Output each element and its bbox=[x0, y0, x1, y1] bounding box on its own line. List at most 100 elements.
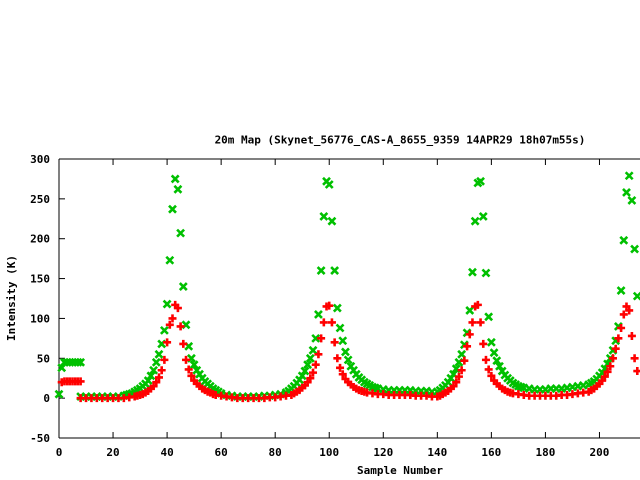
data-point bbox=[300, 366, 310, 376]
data-point bbox=[617, 323, 626, 332]
data-point bbox=[163, 338, 172, 347]
data-point bbox=[630, 244, 640, 254]
data-point bbox=[622, 188, 631, 197]
data-point bbox=[484, 365, 493, 374]
data-point bbox=[314, 350, 323, 359]
data-point bbox=[619, 235, 629, 245]
data-point bbox=[332, 303, 342, 313]
series-0 bbox=[54, 171, 640, 401]
data-point bbox=[632, 291, 640, 301]
data-point bbox=[481, 268, 491, 278]
data-point bbox=[333, 354, 342, 363]
data-point bbox=[327, 318, 336, 327]
data-point bbox=[305, 353, 315, 363]
data-point bbox=[486, 337, 496, 347]
x-tick-label: 20 bbox=[106, 446, 119, 459]
data-point bbox=[343, 355, 353, 365]
data-point bbox=[600, 372, 609, 381]
data-point bbox=[176, 322, 185, 331]
x-tick-label: 160 bbox=[481, 446, 501, 459]
data-point bbox=[187, 371, 196, 380]
series-1 bbox=[57, 300, 640, 403]
data-point bbox=[489, 348, 499, 358]
data-point bbox=[314, 310, 323, 319]
data-point bbox=[633, 367, 640, 376]
data-point bbox=[173, 304, 182, 313]
data-point bbox=[143, 376, 153, 386]
data-point bbox=[627, 331, 636, 340]
data-point bbox=[162, 299, 172, 309]
data-point bbox=[316, 266, 326, 276]
data-point bbox=[470, 216, 480, 226]
data-point bbox=[168, 204, 177, 214]
data-point bbox=[606, 362, 615, 371]
data-point bbox=[319, 318, 328, 327]
data-point bbox=[159, 325, 169, 335]
data-point bbox=[176, 228, 186, 238]
data-point bbox=[309, 368, 318, 377]
data-point bbox=[165, 255, 175, 265]
data-point bbox=[173, 184, 183, 194]
data-point bbox=[630, 354, 639, 363]
data-point bbox=[616, 286, 626, 295]
data-point bbox=[178, 282, 188, 291]
data-point bbox=[495, 361, 504, 371]
data-point bbox=[473, 300, 482, 309]
data-point bbox=[160, 355, 169, 364]
x-axis-label: Sample Number bbox=[357, 464, 443, 477]
data-point bbox=[76, 377, 85, 386]
data-point bbox=[468, 267, 477, 277]
data-point bbox=[476, 176, 485, 186]
data-series bbox=[54, 171, 640, 403]
data-point bbox=[603, 367, 612, 376]
data-point bbox=[611, 344, 620, 353]
x-tick-label: 0 bbox=[56, 446, 63, 459]
data-point bbox=[154, 373, 163, 382]
data-point bbox=[624, 171, 634, 181]
data-point bbox=[452, 378, 461, 387]
data-point bbox=[479, 339, 488, 348]
data-point bbox=[151, 357, 161, 367]
data-point bbox=[463, 342, 472, 351]
data-point bbox=[468, 318, 477, 327]
data-point bbox=[308, 345, 318, 355]
y-tick-label: 250 bbox=[30, 193, 50, 206]
data-point bbox=[330, 266, 340, 276]
data-point bbox=[465, 306, 475, 315]
data-point bbox=[152, 378, 161, 387]
y-tick-label: 150 bbox=[30, 273, 50, 286]
data-point bbox=[460, 356, 469, 365]
data-point bbox=[179, 339, 188, 348]
data-point bbox=[338, 370, 347, 379]
y-tick-label: 50 bbox=[37, 352, 50, 365]
y-tick-label: -50 bbox=[30, 432, 50, 445]
data-point bbox=[297, 371, 307, 381]
chart-title: 20m Map (Skynet_56776_CAS-A_8655_9359 14… bbox=[215, 134, 586, 147]
y-tick-label: 200 bbox=[30, 233, 50, 246]
x-tick-label: 80 bbox=[269, 446, 282, 459]
data-point bbox=[165, 320, 174, 329]
data-point bbox=[325, 301, 334, 310]
data-point bbox=[170, 174, 180, 184]
data-point bbox=[478, 211, 488, 221]
data-point bbox=[54, 389, 64, 399]
data-point bbox=[149, 365, 159, 375]
data-point bbox=[146, 371, 156, 381]
data-point bbox=[465, 330, 474, 339]
data-point bbox=[487, 371, 496, 380]
data-point bbox=[306, 374, 315, 383]
data-point bbox=[157, 366, 166, 375]
data-point bbox=[457, 349, 467, 359]
y-tick-label: 100 bbox=[30, 312, 50, 325]
data-point bbox=[311, 333, 321, 343]
data-point bbox=[492, 356, 502, 366]
data-point bbox=[619, 310, 628, 319]
data-point bbox=[454, 372, 463, 381]
data-point bbox=[303, 360, 313, 370]
x-tick-label: 200 bbox=[590, 446, 610, 459]
x-tick-label: 60 bbox=[215, 446, 228, 459]
data-point bbox=[317, 334, 326, 343]
plot-frame bbox=[58, 158, 640, 439]
data-point bbox=[335, 323, 345, 333]
data-point bbox=[481, 355, 490, 364]
